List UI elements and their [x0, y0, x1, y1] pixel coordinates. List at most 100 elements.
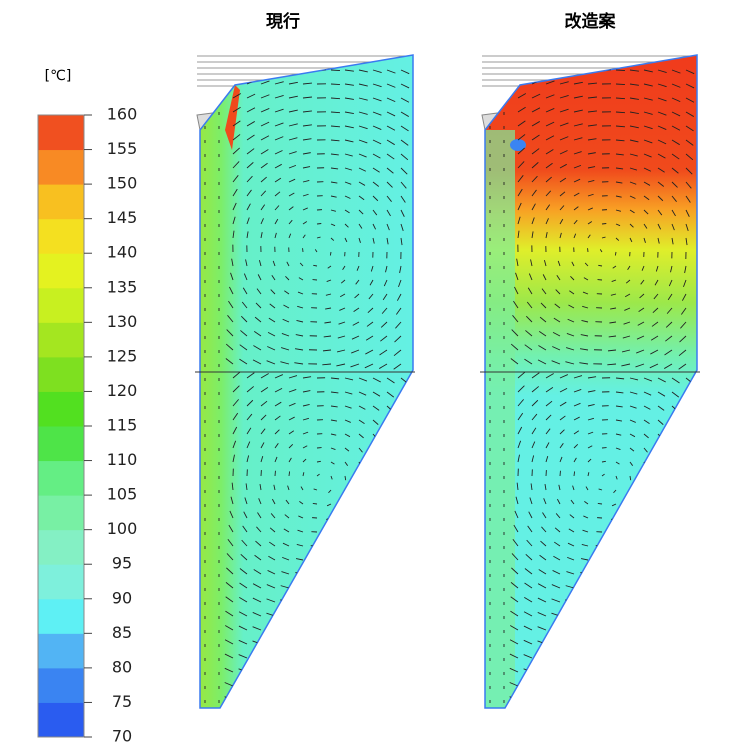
flow-arrow: [635, 644, 644, 646]
flow-arrow: [635, 658, 644, 660]
flow-arrow: [607, 616, 616, 617]
flow-arrow: [338, 560, 345, 562]
flow-arrow: [621, 602, 630, 604]
flow-arrow: [324, 560, 331, 561]
flow-arrow: [635, 602, 644, 605]
flow-arrow: [336, 630, 345, 631]
flow-arrow: [679, 574, 686, 580]
flow-arrow: [358, 490, 359, 495]
flow-arrow: [649, 672, 658, 674]
flow-arrow: [524, 683, 532, 686]
flow-arrow: [637, 574, 644, 577]
flow-arrow: [678, 630, 686, 634]
color-band: [38, 184, 84, 219]
color-band: [38, 702, 84, 737]
flow-arrow: [636, 588, 644, 591]
flow-arrow: [393, 686, 401, 689]
color-band: [38, 253, 84, 288]
flow-arrow: [397, 532, 401, 539]
flow-arrow: [664, 588, 672, 593]
flow-arrow: [322, 672, 331, 673]
colorbar: 1601551501451401351301251201151101051009…: [38, 105, 137, 746]
color-band: [38, 633, 84, 668]
flow-arrow: [364, 658, 373, 661]
flow-arrow: [238, 697, 247, 700]
flow-arrow: [294, 657, 303, 658]
flow-arrow: [323, 588, 331, 589]
flow-arrow: [625, 532, 630, 535]
flow-arrow: [393, 672, 401, 675]
flow-arrow: [639, 532, 644, 536]
flow-arrow: [672, 448, 675, 454]
flow-arrow: [366, 574, 373, 578]
flow-arrow: [380, 574, 387, 579]
flow-arrow: [350, 602, 359, 605]
flow-arrow: [322, 658, 331, 659]
flow-arrow: [621, 644, 630, 645]
flow-arrow: [678, 658, 686, 662]
flow-arrow: [650, 616, 658, 619]
flow-arrow: [649, 658, 658, 661]
flow-arrow: [657, 490, 658, 496]
flow-arrow: [588, 69, 597, 70]
flow-arrow: [350, 686, 359, 688]
flow-arrow: [537, 655, 546, 658]
flow-arrow: [610, 532, 616, 533]
flow-arrow: [336, 658, 345, 659]
flow-arrow: [678, 700, 686, 703]
flow-arrow: [394, 588, 401, 593]
flow-arrow: [401, 434, 405, 441]
flow-arrow: [322, 630, 331, 631]
flow-arrow: [336, 602, 345, 604]
flow-arrow: [280, 628, 289, 630]
tick-label: 70: [112, 727, 132, 746]
panel-title: 現行: [266, 11, 300, 32]
flow-arrow: [378, 700, 387, 703]
flow-arrow: [616, 70, 625, 71]
flow-arrow: [352, 560, 359, 563]
color-band: [38, 150, 84, 185]
flow-arrow: [331, 84, 340, 85]
flow-arrow: [608, 574, 616, 575]
flow-arrow: [565, 685, 574, 686]
flow-arrow: [565, 671, 574, 672]
panel-current: [195, 50, 415, 715]
flow-arrow: [322, 616, 331, 617]
flow-arrow: [294, 615, 303, 616]
flow-arrow: [602, 461, 606, 462]
tick-label: 160: [107, 105, 138, 124]
color-band: [38, 322, 84, 357]
flow-arrow: [266, 627, 275, 630]
flow-arrow: [635, 686, 644, 688]
flow-arrow: [401, 448, 404, 455]
flow-arrow: [607, 658, 616, 659]
flow-arrow: [336, 686, 345, 687]
flow-arrow: [350, 658, 359, 660]
unit-label: [℃]: [45, 68, 72, 84]
flow-arrow: [649, 686, 658, 688]
flow-arrow: [672, 462, 674, 468]
flow-arrow: [678, 686, 686, 689]
flow-arrow: [574, 68, 583, 70]
flow-arrow: [679, 602, 686, 607]
flow-arrow: [638, 546, 644, 549]
tick-label: 100: [107, 519, 138, 538]
flow-arrow: [621, 658, 630, 659]
color-band: [38, 426, 84, 461]
flow-arrow: [621, 630, 630, 631]
flow-arrow: [666, 560, 672, 565]
flow-arrow: [607, 644, 616, 645]
flow-arrow: [350, 630, 359, 632]
flow-arrow: [686, 420, 691, 426]
flow-arrow: [393, 658, 401, 662]
flow-arrow: [394, 574, 401, 580]
flow-arrow: [685, 490, 686, 497]
flow-arrow: [393, 700, 401, 703]
flow-arrow: [325, 546, 331, 547]
flow-arrow: [678, 644, 686, 648]
flow-arrow: [579, 629, 588, 630]
flow-arrow: [331, 70, 340, 71]
flow-arrow: [289, 68, 298, 70]
flow-arrow: [664, 644, 672, 647]
